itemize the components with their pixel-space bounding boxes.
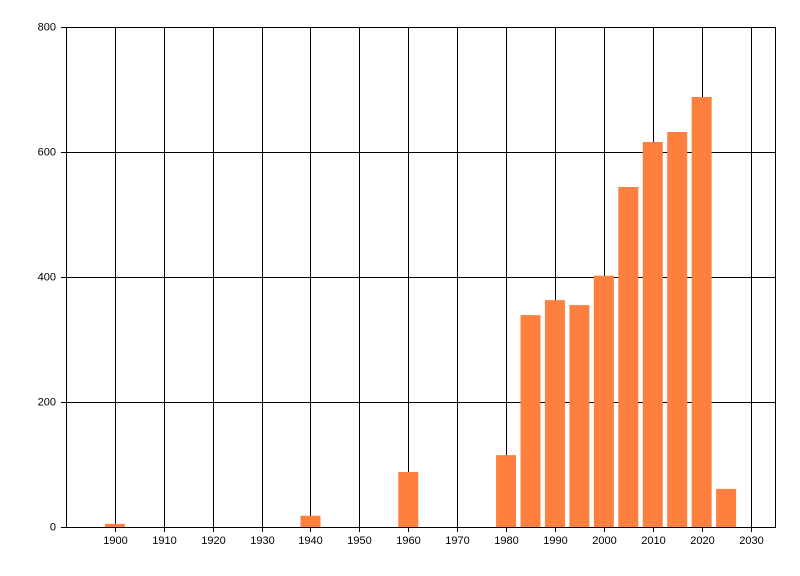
y-tick-label: 0 [50, 521, 56, 533]
x-tick-label: 1980 [494, 535, 518, 547]
y-tick-label: 800 [38, 21, 56, 33]
x-tick-label: 1920 [201, 535, 225, 547]
x-tick-label: 1960 [396, 535, 420, 547]
x-tick-label: 1990 [543, 535, 567, 547]
bar [618, 187, 639, 527]
x-tick-label: 1910 [152, 535, 176, 547]
bar [667, 132, 688, 527]
bar [642, 142, 663, 527]
bar [691, 97, 712, 527]
bar [544, 300, 565, 527]
bar [593, 275, 614, 527]
x-tick-label: 1930 [250, 535, 274, 547]
x-tick-label: 2000 [592, 535, 616, 547]
y-tick-label: 600 [38, 146, 56, 158]
bar [716, 488, 737, 527]
bar [104, 523, 125, 527]
x-tick-label: 1940 [298, 535, 322, 547]
x-tick-label: 1970 [445, 535, 469, 547]
y-tick-label: 200 [38, 396, 56, 408]
x-tick-label: 1900 [103, 535, 127, 547]
x-tick-label: 2010 [641, 535, 665, 547]
y-tick-label: 400 [38, 271, 56, 283]
bar [398, 472, 419, 527]
bar [520, 315, 541, 527]
x-tick-label: 2030 [739, 535, 763, 547]
bar [569, 305, 590, 527]
bar [496, 455, 517, 527]
x-tick-label: 2020 [690, 535, 714, 547]
bar [300, 515, 321, 527]
x-tick-label: 1950 [347, 535, 371, 547]
